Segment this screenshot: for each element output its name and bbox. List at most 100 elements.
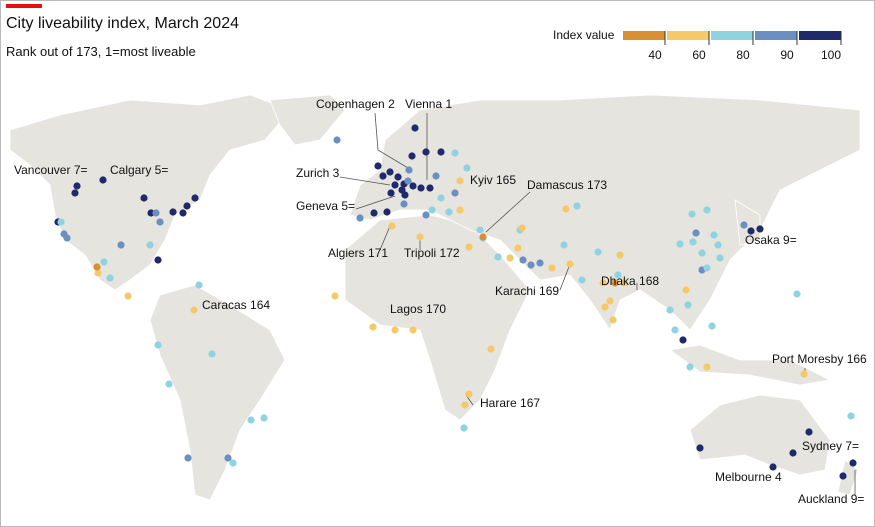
city-dot bbox=[73, 182, 81, 190]
city-dot bbox=[688, 210, 696, 218]
land bbox=[9, 94, 861, 501]
city-dot bbox=[456, 206, 464, 214]
city-dot bbox=[479, 233, 487, 241]
legend-swatch bbox=[667, 31, 709, 40]
city-dot bbox=[679, 336, 687, 344]
city-label: Calgary 5= bbox=[110, 163, 168, 177]
city-dot bbox=[169, 208, 177, 216]
city-dot bbox=[409, 182, 417, 190]
city-dot bbox=[714, 241, 722, 249]
city-dot bbox=[609, 316, 617, 324]
city-dot bbox=[514, 244, 522, 252]
city-dot bbox=[401, 191, 409, 199]
city-dot bbox=[465, 390, 473, 398]
city-dot bbox=[404, 177, 412, 185]
city-dot bbox=[184, 454, 192, 462]
legend-tick-label: 80 bbox=[736, 48, 750, 62]
city-dot bbox=[152, 209, 160, 217]
city-dot bbox=[154, 256, 162, 264]
city-dot bbox=[165, 380, 173, 388]
city-dot bbox=[417, 184, 425, 192]
city-dot bbox=[154, 341, 162, 349]
city-dot bbox=[146, 241, 154, 249]
city-label: Dhaka 168 bbox=[601, 274, 659, 288]
city-dot bbox=[692, 229, 700, 237]
city-dot bbox=[183, 202, 191, 210]
city-dot bbox=[383, 208, 391, 216]
city-dot bbox=[370, 209, 378, 217]
city-dot bbox=[487, 345, 495, 353]
city-dot bbox=[684, 301, 692, 309]
city-dot bbox=[548, 264, 556, 272]
city-dot bbox=[573, 202, 581, 210]
city-dot bbox=[190, 306, 198, 314]
city-dot bbox=[805, 428, 813, 436]
city-dot bbox=[476, 226, 484, 234]
city-dot bbox=[461, 401, 469, 409]
city-dot bbox=[611, 279, 619, 287]
city-dot bbox=[710, 231, 718, 239]
city-dot bbox=[536, 259, 544, 267]
city-dot bbox=[106, 274, 114, 282]
city-dot bbox=[416, 233, 424, 241]
city-dot bbox=[247, 416, 255, 424]
city-label: Algiers 171 bbox=[328, 246, 388, 260]
city-dot bbox=[374, 162, 382, 170]
city-dot bbox=[422, 211, 430, 219]
city-dot bbox=[703, 206, 711, 214]
legend-swatch bbox=[623, 31, 665, 40]
city-dot bbox=[756, 225, 764, 233]
city-dot bbox=[99, 176, 107, 184]
city-dot bbox=[689, 238, 697, 246]
city-dot bbox=[560, 241, 568, 249]
city-dot bbox=[451, 189, 459, 197]
city-dot bbox=[195, 281, 203, 289]
city-dot bbox=[800, 370, 808, 378]
city-dot bbox=[124, 292, 132, 300]
city-dot bbox=[698, 249, 706, 257]
city-dot bbox=[703, 363, 711, 371]
legend-swatch bbox=[755, 31, 797, 40]
city-dot bbox=[616, 251, 624, 259]
city-dot bbox=[333, 136, 341, 144]
city-dot bbox=[356, 214, 364, 222]
city-dot bbox=[747, 227, 755, 235]
accent-bar bbox=[6, 4, 42, 8]
legend-tick-label: 40 bbox=[648, 48, 662, 62]
city-dot bbox=[224, 454, 232, 462]
city-dot bbox=[191, 194, 199, 202]
city-dot bbox=[847, 412, 855, 420]
city-label: Port Moresby 166 bbox=[772, 352, 867, 366]
city-dot bbox=[696, 444, 704, 452]
city-label: Sydney 7= bbox=[802, 439, 859, 453]
city-dot bbox=[411, 124, 419, 132]
city-dot bbox=[57, 218, 65, 226]
city-dot bbox=[601, 303, 609, 311]
city-label: Tripoli 172 bbox=[404, 246, 460, 260]
city-dot bbox=[666, 306, 674, 314]
city-label: Caracas 164 bbox=[202, 298, 270, 312]
city-dot bbox=[147, 209, 155, 217]
city-dot bbox=[594, 248, 602, 256]
legend-tick-label: 90 bbox=[780, 48, 794, 62]
city-dot bbox=[606, 297, 614, 305]
city-dot bbox=[740, 221, 748, 229]
title: City liveability index, March 2024 bbox=[6, 15, 239, 32]
city-dot bbox=[422, 148, 430, 156]
city-dot bbox=[789, 449, 797, 457]
city-dot bbox=[849, 459, 857, 467]
city-label: Melbourne 4 bbox=[715, 470, 782, 484]
city-label: Osaka 9= bbox=[745, 233, 797, 247]
city-dot bbox=[391, 181, 399, 189]
city-dot bbox=[671, 326, 679, 334]
city-dot bbox=[506, 254, 514, 262]
city-dot bbox=[179, 209, 187, 217]
city-dot bbox=[682, 286, 690, 294]
city-dot bbox=[451, 149, 459, 157]
city-dot bbox=[140, 194, 148, 202]
legend-tick-label: 100 bbox=[821, 48, 841, 62]
city-label: Vienna 1 bbox=[405, 97, 452, 111]
city-dot bbox=[408, 152, 416, 160]
city-dot bbox=[71, 189, 79, 197]
